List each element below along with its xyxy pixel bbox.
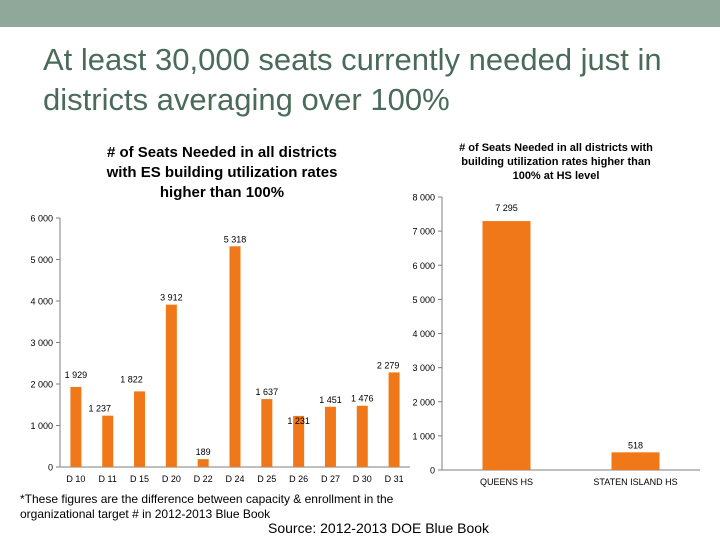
- chart2-y-tick-label: 4 000: [412, 329, 435, 339]
- chart1-category-label: D 11: [99, 474, 117, 484]
- chart1-bar: [70, 386, 82, 467]
- chart1-category-label: D 24: [225, 474, 244, 484]
- chart1-value-label: 1 637: [256, 387, 279, 397]
- chart2-y-tick-label: 0: [430, 466, 435, 476]
- chart1-y-tick-label: 4 000: [30, 297, 53, 307]
- chart1-value-label: 1 451: [319, 395, 342, 405]
- chart2-y-tick-label: 5 000: [412, 295, 435, 305]
- chart1-category-label: D 20: [162, 474, 181, 484]
- chart1-category-label: D 31: [385, 474, 404, 484]
- chart2-y-tick-label: 1 000: [412, 431, 435, 441]
- chart1-bar: [261, 399, 273, 467]
- chart2-title-line: 100% at HS level: [513, 170, 600, 182]
- chart1-title-line: higher than 100%: [160, 184, 284, 201]
- chart1-title-line: # of Seats Needed in all districts: [107, 144, 337, 161]
- chart1-title-line: with ES building utilization rates: [106, 164, 338, 181]
- chart2-title-line: building utilization rates higher than: [461, 156, 651, 168]
- chart1-bar: [293, 415, 305, 467]
- chart1-category-label: D 22: [194, 474, 213, 484]
- chart1-bar: [388, 372, 400, 467]
- chart1-value-label: 1 822: [120, 374, 143, 384]
- chart1-bar: [102, 415, 114, 467]
- chart1-category-label: D 26: [289, 474, 308, 484]
- chart1-value-label: 3 912: [160, 293, 183, 303]
- chart2-y-tick-label: 3 000: [412, 363, 435, 373]
- chart1-value-label: 1 476: [351, 394, 374, 404]
- chart2-category-label: QUEENS HS: [480, 477, 533, 487]
- chart1-category-label: D 25: [257, 474, 276, 484]
- chart1-bar: [134, 391, 146, 467]
- chart1-category-label: D 27: [321, 474, 340, 484]
- chart2-y-tick-label: 8 000: [412, 193, 435, 203]
- footnote: *These figures are the difference betwee…: [20, 492, 394, 521]
- chart2-category-label: STATEN ISLAND HS: [593, 477, 677, 487]
- chart2-value-label: 7 295: [495, 203, 518, 213]
- chart1-category-label: D 15: [130, 474, 149, 484]
- chart1-y-tick-label: 1 000: [30, 421, 53, 431]
- source-citation: Source: 2012-2013 DOE Blue Book: [268, 520, 490, 536]
- chart1-category-label: D 30: [353, 474, 372, 484]
- chart1-y-tick-label: 6 000: [30, 214, 53, 224]
- chart1-y-tick-label: 3 000: [30, 338, 53, 348]
- chart1-y-tick-label: 2 000: [30, 380, 53, 390]
- chart1-y-tick-label: 0: [48, 463, 53, 473]
- chart1-value-label: 189: [196, 447, 211, 457]
- chart2-y-tick-label: 6 000: [412, 261, 435, 271]
- top-band: [0, 0, 720, 27]
- chart1-bar: [165, 304, 177, 467]
- chart1-bar: [197, 459, 209, 467]
- chart1-value-label: 2 279: [377, 360, 400, 370]
- slide-title: At least 30,000 seats currently needed j…: [43, 42, 662, 117]
- chart1-category-label: D 10: [66, 474, 85, 484]
- chart1-value-label: 1 929: [65, 370, 88, 380]
- chart2-y-tick-label: 7 000: [412, 227, 435, 237]
- chart2-value-label: 518: [628, 440, 643, 450]
- chart1-value-label: 1 231: [287, 416, 310, 426]
- chart1-bar: [324, 406, 336, 467]
- chart1-bar: [356, 405, 368, 467]
- chart2-y-tick-label: 2 000: [412, 397, 435, 407]
- chart2-bar: [611, 452, 660, 470]
- chart1-bar: [229, 246, 241, 467]
- chart1-value-label: 1 237: [88, 404, 111, 414]
- chart1-value-label: 5 318: [224, 234, 247, 244]
- chart1-y-tick-label: 5 000: [30, 255, 53, 265]
- chart2-title-line: # of Seats Needed in all districts with: [459, 142, 653, 154]
- chart2-bar: [482, 221, 531, 470]
